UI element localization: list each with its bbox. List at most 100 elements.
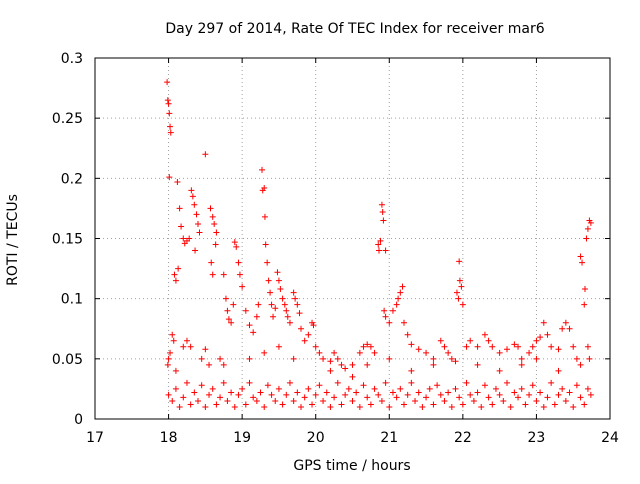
data-point bbox=[264, 382, 271, 389]
data-point bbox=[342, 391, 349, 398]
data-point bbox=[235, 259, 242, 266]
data-point bbox=[386, 355, 393, 362]
data-point bbox=[496, 349, 503, 356]
data-point bbox=[555, 367, 562, 374]
y-tick-label: 0.05 bbox=[52, 352, 83, 368]
data-point bbox=[456, 394, 463, 401]
data-point bbox=[187, 343, 194, 350]
data-point bbox=[445, 349, 452, 356]
data-point bbox=[165, 100, 172, 107]
data-point bbox=[584, 343, 591, 350]
data-point bbox=[504, 346, 510, 353]
data-point bbox=[208, 259, 215, 266]
y-tick-label: 0.2 bbox=[61, 171, 83, 187]
tick-labels: 17 18 19 20 21 22 23 24 0 0.05 0.1 0.15 0.2 0.25 0.3 bbox=[52, 51, 619, 446]
data-point bbox=[272, 305, 279, 312]
data-point bbox=[331, 349, 338, 356]
data-point bbox=[191, 389, 198, 396]
data-point bbox=[551, 401, 558, 408]
data-point bbox=[566, 389, 573, 396]
data-point bbox=[209, 213, 216, 220]
data-point bbox=[167, 123, 174, 130]
data-point bbox=[496, 367, 503, 374]
data-point bbox=[255, 301, 262, 308]
data-point bbox=[518, 355, 525, 362]
x-tick-label: 22 bbox=[454, 430, 472, 446]
data-point bbox=[544, 331, 551, 338]
data-point bbox=[296, 310, 303, 317]
data-point bbox=[246, 355, 253, 362]
data-point bbox=[456, 277, 463, 284]
data-point bbox=[485, 394, 492, 401]
data-point bbox=[515, 394, 522, 401]
data-point bbox=[206, 391, 213, 398]
data-point bbox=[511, 389, 518, 396]
data-point bbox=[180, 394, 187, 401]
data-point bbox=[290, 397, 297, 404]
data-point bbox=[312, 391, 319, 398]
data-point bbox=[467, 391, 474, 398]
data-point bbox=[277, 286, 284, 293]
data-point bbox=[544, 394, 551, 401]
data-point bbox=[393, 394, 400, 401]
data-point bbox=[371, 349, 378, 356]
data-point bbox=[504, 379, 510, 386]
data-point bbox=[395, 295, 402, 302]
data-point bbox=[331, 394, 338, 401]
data-point bbox=[377, 237, 384, 244]
data-point bbox=[401, 319, 407, 326]
data-point bbox=[459, 301, 466, 308]
data-point bbox=[397, 385, 404, 392]
data-point bbox=[165, 355, 172, 362]
data-point bbox=[496, 391, 503, 398]
data-point bbox=[239, 283, 246, 290]
data-point bbox=[283, 307, 290, 314]
data-point bbox=[573, 355, 580, 362]
data-point bbox=[386, 319, 393, 326]
data-point bbox=[327, 358, 334, 365]
data-point bbox=[290, 289, 297, 296]
data-point bbox=[478, 403, 485, 410]
data-point bbox=[301, 337, 308, 344]
data-point bbox=[412, 397, 419, 404]
data-point bbox=[470, 397, 477, 404]
data-point bbox=[485, 337, 492, 344]
data-point bbox=[526, 349, 533, 356]
x-tick-label: 18 bbox=[160, 430, 178, 446]
data-point bbox=[415, 389, 422, 396]
y-tick-label: 0.3 bbox=[61, 51, 83, 67]
data-point bbox=[537, 334, 544, 341]
data-point bbox=[375, 247, 382, 254]
data-point bbox=[393, 301, 400, 308]
data-point bbox=[511, 341, 518, 348]
data-point bbox=[167, 129, 174, 136]
data-point bbox=[533, 337, 540, 344]
data-point bbox=[274, 269, 281, 276]
data-point bbox=[548, 343, 555, 350]
data-point bbox=[437, 391, 444, 398]
data-point bbox=[522, 401, 529, 408]
data-point bbox=[367, 401, 374, 408]
data-point bbox=[195, 221, 201, 228]
data-point bbox=[382, 313, 389, 320]
data-point bbox=[404, 331, 411, 338]
data-point bbox=[360, 343, 367, 350]
data-point bbox=[209, 385, 216, 392]
data-point bbox=[559, 385, 566, 392]
data-point bbox=[174, 178, 181, 185]
data-point bbox=[559, 325, 566, 332]
data-point bbox=[231, 239, 238, 246]
data-point bbox=[430, 361, 437, 368]
data-point bbox=[456, 258, 463, 265]
data-point bbox=[327, 403, 334, 410]
data-point bbox=[166, 110, 173, 117]
data-point bbox=[430, 355, 437, 362]
data-point bbox=[474, 389, 481, 396]
data-point bbox=[529, 382, 536, 389]
data-point bbox=[526, 391, 533, 398]
data-point bbox=[224, 307, 231, 314]
data-point bbox=[327, 367, 334, 374]
data-point bbox=[180, 235, 187, 242]
data-point bbox=[281, 301, 288, 308]
